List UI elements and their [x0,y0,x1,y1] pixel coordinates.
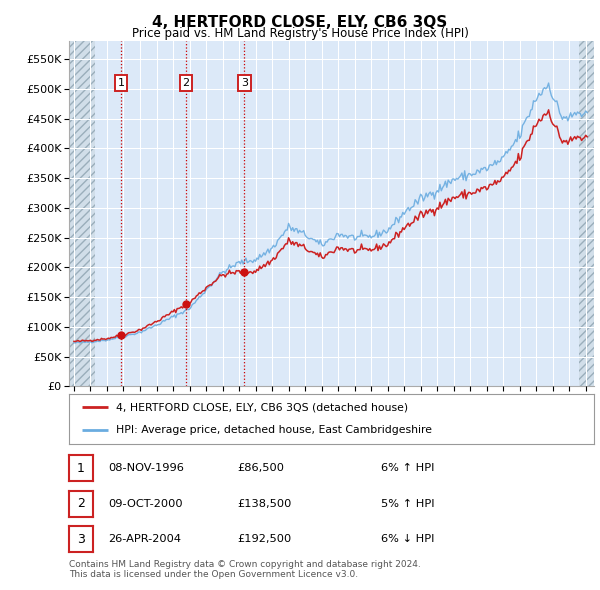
Bar [69,41,95,386]
Text: 09-OCT-2000: 09-OCT-2000 [108,499,182,509]
Text: 26-APR-2004: 26-APR-2004 [108,535,181,544]
Text: 2: 2 [77,497,85,510]
Text: 4, HERTFORD CLOSE, ELY, CB6 3QS: 4, HERTFORD CLOSE, ELY, CB6 3QS [152,15,448,30]
Text: 1: 1 [118,78,125,88]
Text: 08-NOV-1996: 08-NOV-1996 [108,464,184,473]
Text: HPI: Average price, detached house, East Cambridgeshire: HPI: Average price, detached house, East… [116,425,432,435]
Text: 5% ↑ HPI: 5% ↑ HPI [381,499,434,509]
Text: Price paid vs. HM Land Registry's House Price Index (HPI): Price paid vs. HM Land Registry's House … [131,27,469,40]
Text: Contains HM Land Registry data © Crown copyright and database right 2024.
This d: Contains HM Land Registry data © Crown c… [69,560,421,579]
Bar [69,41,95,386]
Text: 3: 3 [77,533,85,546]
Text: 6% ↑ HPI: 6% ↑ HPI [381,464,434,473]
Text: 6% ↓ HPI: 6% ↓ HPI [381,535,434,544]
Text: £86,500: £86,500 [237,464,284,473]
Bar [579,41,594,386]
Bar [579,41,594,386]
Text: £192,500: £192,500 [237,535,291,544]
Text: £138,500: £138,500 [237,499,292,509]
Text: 4, HERTFORD CLOSE, ELY, CB6 3QS (detached house): 4, HERTFORD CLOSE, ELY, CB6 3QS (detache… [116,402,409,412]
Text: 1: 1 [77,462,85,475]
Text: 2: 2 [182,78,190,88]
Text: 3: 3 [241,78,248,88]
